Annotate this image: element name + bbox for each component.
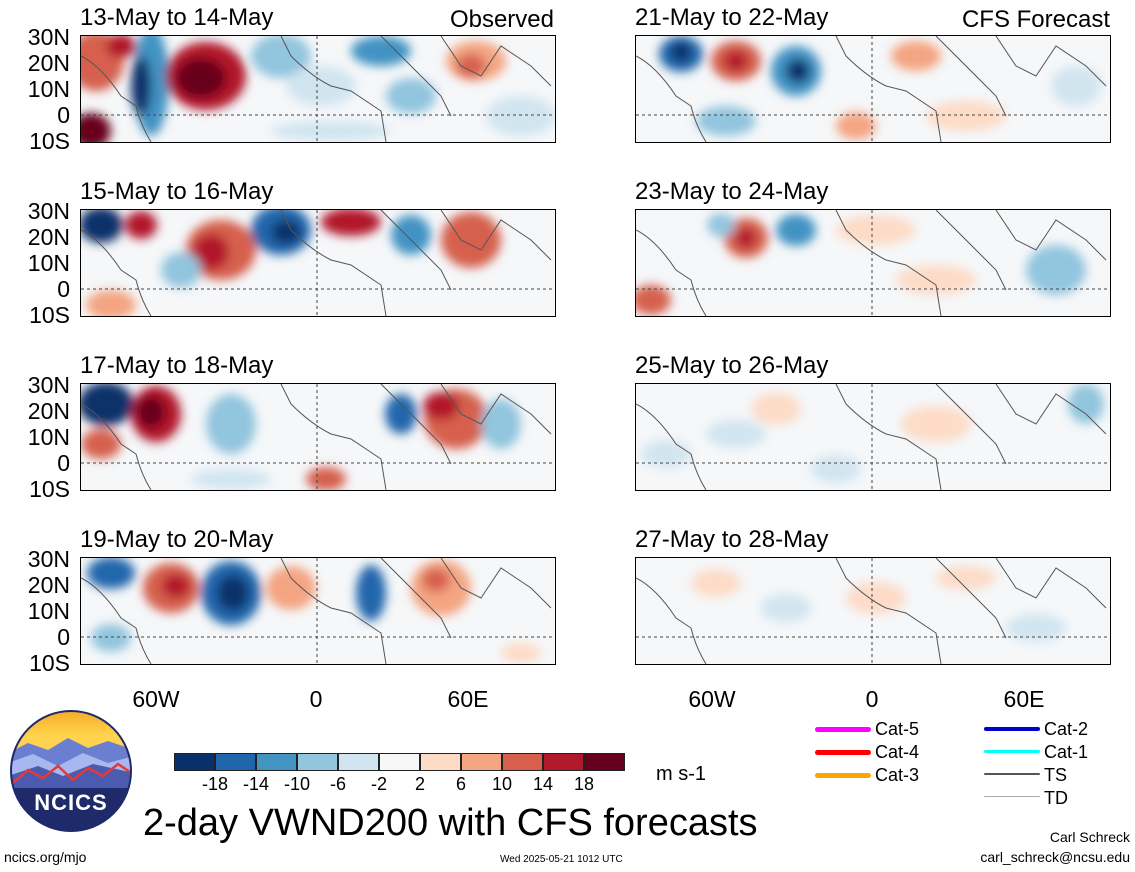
lat-label-20n: 20N (27, 572, 70, 598)
colorbar-label: -18 (201, 774, 228, 794)
legend-label: Cat-2 (1044, 719, 1089, 739)
lat-label-10n: 10N (27, 598, 70, 624)
lat-label-10s: 10S (29, 128, 70, 154)
lat-label-10s: 10S (29, 650, 70, 676)
lat-label-0: 0 (57, 624, 70, 650)
legend-item-cat-2: Cat-2 (984, 718, 1104, 740)
colorbar-swatch (297, 753, 338, 771)
map-panel (635, 35, 1111, 143)
legend-label: Cat-3 (875, 765, 920, 785)
lon-label-60w: 60W (132, 686, 180, 712)
legend-label: Cat-5 (875, 719, 920, 739)
panel-title: 27-May to 28-May (635, 526, 829, 553)
legend-line (984, 727, 1040, 731)
lat-label-20n: 20N (27, 224, 70, 250)
colorbar-label: 6 (455, 774, 466, 794)
units-label: m s-1 (656, 763, 706, 785)
legend-label: Cat-1 (1044, 742, 1089, 762)
colorbar-label: -2 (370, 774, 387, 794)
panel-title: 13-May to 14-May (80, 4, 274, 31)
lat-label-20n: 20N (27, 50, 70, 76)
lat-label-0: 0 (57, 276, 70, 302)
footer-author: Carl Schreck (1049, 829, 1130, 845)
legend-item-ts: TS (984, 764, 1104, 786)
lat-label-20n: 20N (27, 398, 70, 424)
legend-label: TD (1044, 788, 1068, 808)
legend-item-cat-4: Cat-4 (815, 741, 935, 763)
colorbar-swatch (174, 753, 215, 771)
lat-label-0: 0 (57, 450, 70, 476)
footer-email: carl_schreck@ncsu.edu (980, 849, 1130, 865)
legend-line (984, 773, 1040, 775)
colorbar-swatch (338, 753, 379, 771)
colorbar-swatch (256, 753, 297, 771)
panel-title: 23-May to 24-May (635, 178, 829, 205)
lat-label-10s: 10S (29, 476, 70, 502)
legend-item-cat-5: Cat-5 (815, 718, 935, 740)
map-panel (635, 209, 1111, 317)
colorbar-label: -14 (242, 774, 269, 794)
legend-line (815, 750, 871, 755)
figure-title: 2-day VWND200 with CFS forecasts (143, 802, 758, 844)
lon-label-60w: 60W (688, 686, 736, 712)
colorbar-swatch (215, 753, 256, 771)
colorbar-swatch (379, 753, 420, 771)
map-panel (80, 383, 556, 491)
map-panel (635, 383, 1111, 491)
colorbar-swatch (543, 753, 584, 771)
legend-label: TS (1044, 765, 1068, 785)
legend-line (815, 727, 871, 732)
lat-label-10n: 10N (27, 250, 70, 276)
lat-label-30n: 30N (27, 198, 70, 224)
legend-line (984, 750, 1040, 753)
map-panel (80, 557, 556, 665)
observed-label: Observed (449, 6, 554, 33)
legend-item-td: TD (984, 787, 1104, 809)
ncics-logo-text: NCICS (34, 790, 108, 815)
colorbar-label: 2 (414, 774, 425, 794)
colorbar-label: 10 (491, 774, 513, 794)
lat-label-10n: 10N (27, 76, 70, 102)
panel-title: 17-May to 18-May (80, 352, 274, 379)
colorbar-label: -6 (329, 774, 346, 794)
legend-line (815, 773, 871, 778)
colorbar-label: -10 (283, 774, 310, 794)
footer-timestamp: Wed 2025-05-21 1012 UTC (500, 854, 623, 865)
legend-label: Cat-4 (875, 742, 920, 762)
map-panel (80, 35, 556, 143)
colorbar-label: 14 (532, 774, 554, 794)
colorbar-swatch (461, 753, 502, 771)
lat-label-10s: 10S (29, 302, 70, 328)
legend-item-cat-3: Cat-3 (815, 764, 935, 786)
lat-label-10n: 10N (27, 424, 70, 450)
lon-label-0: 0 (865, 686, 879, 712)
legend-line (984, 796, 1040, 797)
panel-title: 19-May to 20-May (80, 526, 274, 553)
colorbar-swatch (502, 753, 543, 771)
panel-title: 15-May to 16-May (80, 178, 274, 205)
footer-url: ncics.org/mjo (4, 849, 87, 865)
legend-item-cat-1: Cat-1 (984, 741, 1104, 763)
ncics-logo-graphic (10, 710, 132, 832)
lat-label-0: 0 (57, 102, 70, 128)
lat-label-30n: 30N (27, 546, 70, 572)
panel-title: 25-May to 26-May (635, 352, 829, 379)
map-panel (80, 209, 556, 317)
lon-label-60e: 60E (1003, 686, 1045, 712)
lat-label-30n: 30N (27, 24, 70, 50)
colorbar-swatch (420, 753, 461, 771)
map-panel (635, 557, 1111, 665)
colorbar-swatch (584, 753, 625, 771)
ncics-logo: NCICS (8, 708, 134, 834)
colorbar-label: 18 (573, 774, 595, 794)
lat-label-30n: 30N (27, 372, 70, 398)
panel-title: 21-May to 22-May (635, 4, 829, 31)
lon-label-0: 0 (309, 686, 323, 712)
cfs-forecast-label: CFS Forecast (961, 6, 1110, 33)
lon-label-60e: 60E (447, 686, 489, 712)
